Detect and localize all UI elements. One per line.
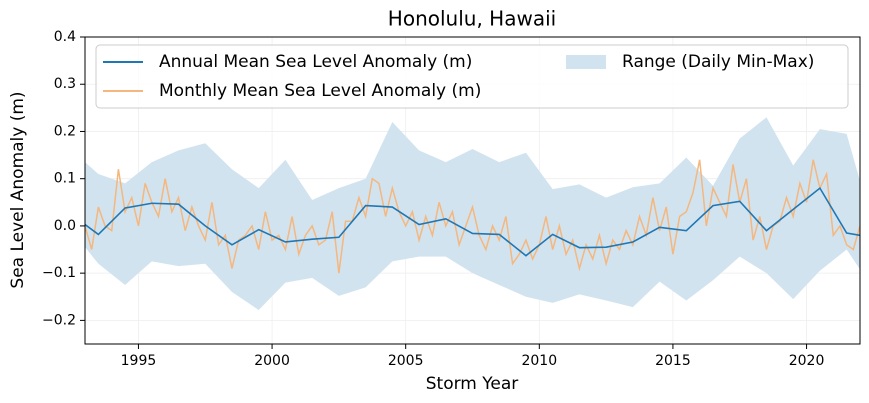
y-tick-label: −0.2 — [42, 312, 76, 328]
legend-box — [95, 44, 849, 109]
y-tick-label: 0.2 — [54, 123, 76, 139]
range-band — [85, 117, 860, 310]
y-tick-label: 0.0 — [54, 218, 76, 234]
x-axis-label: Storm Year — [426, 374, 519, 394]
legend-swatch — [566, 55, 606, 69]
legend-label: Range (Daily Min-Max) — [622, 52, 814, 72]
series-line — [85, 186, 860, 257]
y-tick-label: 0.4 — [54, 29, 76, 45]
x-tick-label: 1995 — [121, 353, 157, 369]
x-tick-label: 2005 — [388, 353, 424, 369]
x-tick-label: 2015 — [655, 353, 691, 369]
y-tick-label: 0.3 — [54, 76, 76, 92]
legend-label: Monthly Mean Sea Level Anomaly (m) — [159, 81, 481, 101]
x-tick-label: 2020 — [789, 353, 825, 369]
y-axis-label: Sea Level Anomaly (m) — [8, 91, 28, 288]
y-tick-label: 0.1 — [54, 171, 76, 187]
series-line — [85, 159, 860, 274]
x-tick-label: 2010 — [521, 353, 557, 369]
plot-frame — [84, 36, 861, 345]
chart-title: Honolulu, Hawaii — [388, 7, 556, 31]
x-tick-label: 2000 — [254, 353, 290, 369]
y-tick-label: −0.1 — [42, 265, 76, 281]
legend-label: Annual Mean Sea Level Anomaly (m) — [159, 52, 472, 72]
